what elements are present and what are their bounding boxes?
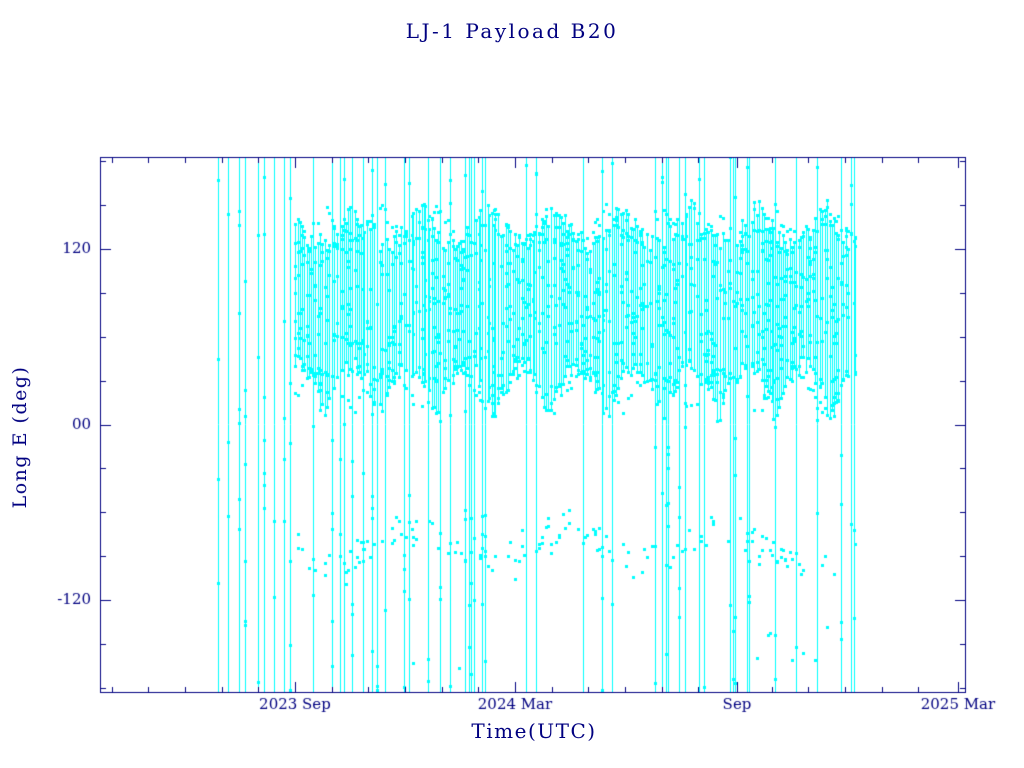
chart-title: LJ-1 Payload B20: [405, 19, 619, 43]
x-axis-label: Time(UTC): [471, 719, 597, 743]
y-axis-label: Long E (deg): [9, 365, 31, 509]
